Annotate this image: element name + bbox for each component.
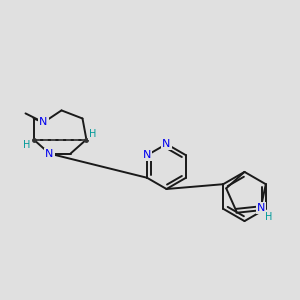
Text: H: H [266,212,273,222]
Text: N: N [256,203,265,213]
Text: N: N [256,203,265,213]
Text: H: H [23,140,31,150]
Text: N: N [143,150,151,160]
Text: H: H [89,129,96,139]
Text: N: N [45,148,54,159]
Text: N: N [162,139,171,149]
Text: N: N [39,117,48,128]
Text: N: N [143,150,151,160]
Text: H: H [266,212,273,222]
Text: N: N [162,139,171,149]
